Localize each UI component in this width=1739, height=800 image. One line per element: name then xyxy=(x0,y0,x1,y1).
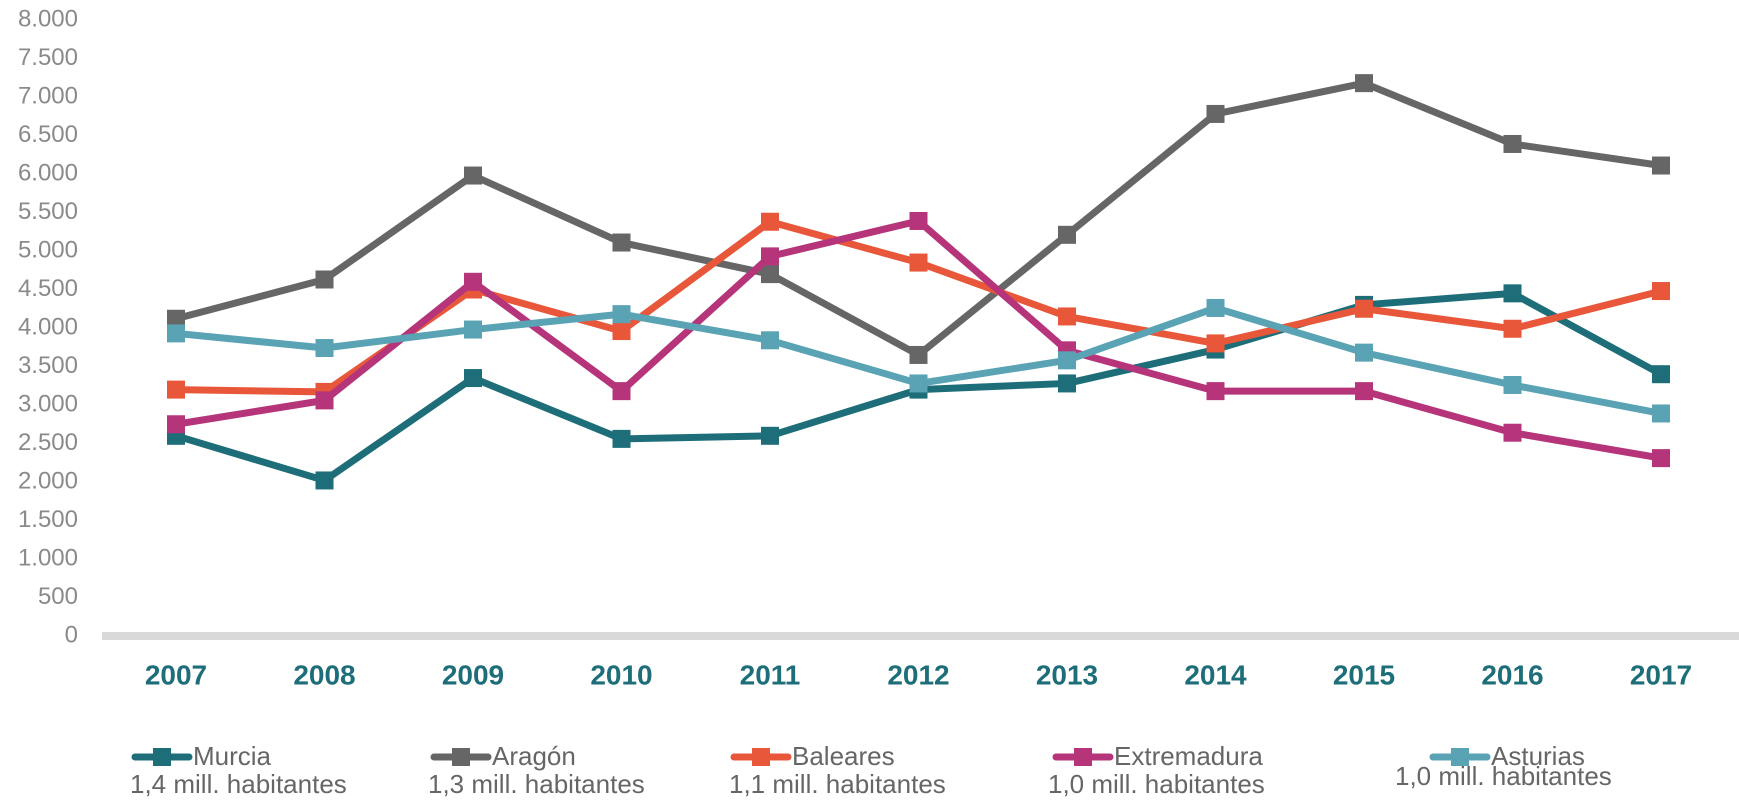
data-point xyxy=(612,429,631,448)
legend-sublabel: 1,3 mill. habitantes xyxy=(428,769,645,799)
data-point xyxy=(1503,375,1522,394)
y-tick-label: 4.500 xyxy=(18,275,78,302)
data-point xyxy=(1503,284,1522,303)
legend-label: Murcia xyxy=(193,741,272,771)
data-point xyxy=(1503,319,1522,338)
y-tick-label: 5.000 xyxy=(18,236,78,263)
data-point xyxy=(464,320,482,339)
data-point xyxy=(761,426,779,445)
y-tick-label: 6.500 xyxy=(18,121,78,148)
x-tick-label: 2010 xyxy=(590,659,652,690)
data-point xyxy=(1355,382,1373,401)
data-point xyxy=(315,339,334,358)
data-point xyxy=(612,382,631,401)
y-tick-label: 5.500 xyxy=(18,198,78,225)
data-point xyxy=(761,331,779,350)
x-tick-label: 2017 xyxy=(1630,659,1692,690)
data-point xyxy=(1652,282,1670,301)
legend-label: Baleares xyxy=(792,741,895,771)
legend-label: Asturias xyxy=(1491,741,1585,771)
y-tick-label: 1.500 xyxy=(18,506,78,533)
data-point xyxy=(1652,365,1670,384)
data-point xyxy=(909,253,928,272)
y-tick-label: 7.500 xyxy=(18,44,78,71)
data-point xyxy=(1206,334,1225,353)
data-point xyxy=(1652,449,1670,468)
data-point xyxy=(909,211,928,230)
data-point xyxy=(612,322,631,341)
data-point xyxy=(909,345,928,364)
data-point xyxy=(167,324,185,343)
x-tick-label: 2011 xyxy=(740,659,801,690)
y-tick-label: 2.000 xyxy=(18,467,78,494)
data-point xyxy=(167,309,185,328)
data-point xyxy=(1206,298,1225,317)
data-point xyxy=(1355,299,1373,318)
x-tick-label: 2012 xyxy=(887,659,949,690)
data-point xyxy=(1058,307,1076,326)
legend-sublabel: 1,4 mill. habitantes xyxy=(130,769,347,799)
x-tick-label: 2008 xyxy=(293,659,355,690)
data-point xyxy=(761,265,779,284)
legend-swatch xyxy=(452,748,470,766)
data-point xyxy=(1503,134,1522,153)
legend-sublabel: 1,0 mill. habitantes xyxy=(1395,761,1612,791)
data-point xyxy=(761,212,779,231)
legend-sublabel: 1,1 mill. habitantes xyxy=(729,769,946,799)
data-point xyxy=(1652,156,1670,175)
data-point xyxy=(909,374,928,393)
legend-label: Aragón xyxy=(492,741,576,771)
y-tick-label: 7.000 xyxy=(18,82,78,109)
legend-swatch xyxy=(153,748,171,766)
data-point xyxy=(464,272,482,291)
data-point xyxy=(1058,351,1076,370)
x-tick-label: 2009 xyxy=(442,659,504,690)
data-point xyxy=(1206,382,1225,401)
data-point xyxy=(1503,423,1522,442)
data-point xyxy=(315,270,334,289)
y-tick-label: 2.500 xyxy=(18,429,78,456)
x-tick-label: 2007 xyxy=(145,659,207,690)
data-point xyxy=(315,471,334,490)
data-point xyxy=(1355,74,1373,93)
legend-sublabel: 1,0 mill. habitantes xyxy=(1048,769,1265,799)
x-tick-label: 2015 xyxy=(1333,659,1395,690)
data-point xyxy=(1058,374,1076,393)
data-point xyxy=(167,380,185,399)
x-tick-label: 2016 xyxy=(1481,659,1543,690)
data-point xyxy=(1355,343,1373,362)
legend-swatch xyxy=(752,748,770,766)
y-tick-label: 1.000 xyxy=(18,544,78,571)
data-point xyxy=(167,415,185,434)
y-tick-label: 8.000 xyxy=(18,5,78,32)
legend-swatch xyxy=(1451,748,1469,766)
x-tick-label: 2014 xyxy=(1184,659,1247,690)
data-point xyxy=(1206,104,1225,123)
data-point xyxy=(315,391,334,410)
data-point xyxy=(612,233,631,252)
y-tick-label: 3.500 xyxy=(18,352,78,379)
data-point xyxy=(761,247,779,266)
data-point xyxy=(464,369,482,388)
data-point xyxy=(1652,404,1670,423)
legend-label: Extremadura xyxy=(1114,741,1263,771)
y-tick-label: 3.000 xyxy=(18,390,78,417)
x-tick-label: 2013 xyxy=(1036,659,1098,690)
y-tick-label: 4.000 xyxy=(18,313,78,340)
y-tick-label: 500 xyxy=(38,583,78,610)
y-tick-label: 0 xyxy=(65,621,78,648)
data-point xyxy=(1058,225,1076,244)
data-point xyxy=(464,166,482,185)
y-tick-label: 6.000 xyxy=(18,159,78,186)
data-point xyxy=(612,305,631,324)
legend-swatch xyxy=(1074,748,1092,766)
